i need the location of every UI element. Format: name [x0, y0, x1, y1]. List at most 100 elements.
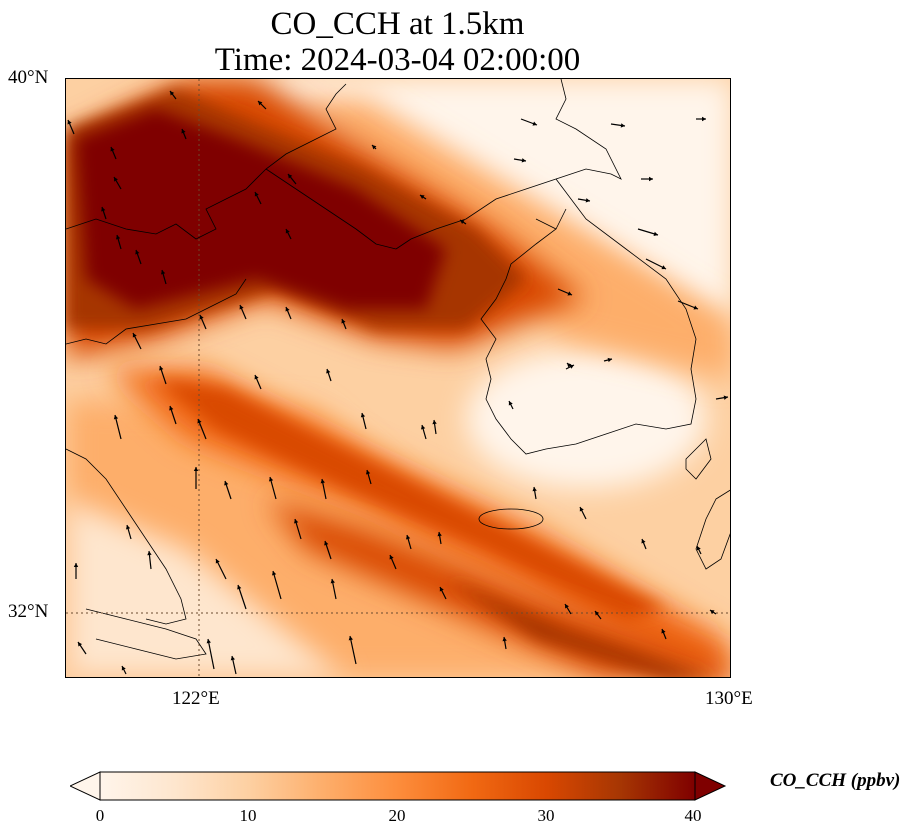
- wind-vector-head: [67, 120, 72, 125]
- wind-vector-head: [696, 546, 701, 551]
- wind-vector-head: [595, 611, 600, 616]
- wind-vector-head: [135, 250, 140, 255]
- wind-vector-head: [268, 477, 274, 482]
- colorbar-min-extend: [70, 771, 101, 801]
- wind-vector-head: [239, 305, 244, 310]
- wind-vector-head: [693, 305, 698, 310]
- wind-vector-head: [170, 91, 175, 96]
- wind-vector-head: [159, 366, 164, 371]
- wind-vector-head: [115, 235, 121, 240]
- wind-vector-head: [661, 265, 666, 270]
- wind-vector-head: [661, 629, 666, 634]
- coastline: [66, 79, 730, 660]
- concentration-map: [66, 79, 730, 677]
- wind-vector-head: [585, 198, 590, 203]
- wind-vector-head: [147, 551, 152, 556]
- wind-vector-head: [237, 585, 242, 590]
- wind-vector-head: [181, 129, 186, 134]
- map-panel: [65, 78, 731, 678]
- wind-vector-head: [365, 470, 371, 475]
- wind-vector-head: [641, 539, 646, 544]
- colorbar: [70, 771, 727, 801]
- wind-vector-head: [199, 315, 204, 320]
- wind-vector-head: [405, 535, 411, 540]
- wind-vector-head: [389, 555, 394, 560]
- wind-vector-head: [160, 270, 166, 275]
- wind-vector-shaft: [207, 638, 215, 670]
- wind-vector-head: [532, 487, 537, 492]
- wind-vector-head: [502, 637, 507, 642]
- wind-vector-head: [330, 579, 335, 584]
- wind-vector-head: [723, 395, 728, 400]
- wind-vector-head: [197, 419, 202, 424]
- colorbar-label: CO_CCH (ppbv): [770, 770, 901, 791]
- wind-vector-head: [532, 121, 537, 126]
- wind-vector-head: [326, 369, 331, 374]
- wind-vector-head: [294, 519, 299, 524]
- wind-vector-head: [110, 147, 115, 152]
- wind-vector-head: [348, 636, 353, 641]
- wind-vector-head: [224, 481, 229, 486]
- wind-vector-head: [420, 195, 425, 200]
- wind-vector-head: [169, 406, 174, 411]
- wind-vector-head: [132, 333, 137, 338]
- map-title: CO_CCH at 1.5km: [270, 6, 525, 42]
- wind-vector-head: [702, 116, 706, 122]
- wind-vector-head: [324, 541, 329, 546]
- lon-tick-122e: 122°E: [172, 688, 220, 709]
- lon-tick-130e: 130°E: [705, 688, 753, 709]
- colorbar-tick-0: 0: [95, 806, 105, 825]
- wind-vector-head: [285, 229, 290, 234]
- wind-vector-head: [432, 420, 437, 425]
- wind-vectors: [67, 90, 729, 675]
- wind-vector-head: [439, 587, 444, 592]
- colorbar-tick-10: 10: [239, 806, 257, 825]
- wind-vector-head: [460, 220, 465, 225]
- wind-vector-head: [653, 231, 658, 236]
- wind-vector-head: [420, 425, 426, 430]
- concentration-field: [66, 79, 730, 677]
- map-subtitle-time: Time: 2024-03-04 02:00:00: [214, 42, 581, 78]
- wind-vector-head: [565, 604, 569, 609]
- wind-vector-head: [567, 363, 572, 368]
- lat-tick-32n: 32°N: [8, 601, 49, 622]
- wind-vector-head: [372, 145, 377, 150]
- wind-vector-head: [78, 642, 83, 647]
- wind-vector-head: [360, 413, 366, 418]
- wind-vector-head: [125, 525, 131, 530]
- lat-tick-40n: 40°N: [8, 67, 49, 88]
- wind-vector-head: [508, 401, 513, 406]
- wind-vector-head: [101, 207, 106, 212]
- wind-vector-head: [579, 507, 584, 512]
- colorbar-tick-30: 30: [537, 806, 555, 825]
- wind-vector-head: [254, 192, 259, 197]
- wind-vector-head: [121, 666, 126, 671]
- wind-vector-head: [437, 532, 442, 537]
- wind-vector-head: [320, 479, 325, 484]
- wind-vector-head: [607, 357, 612, 363]
- wind-vector-head: [258, 101, 263, 106]
- wind-vector-shaft: [272, 570, 282, 600]
- wind-vector-head: [710, 610, 715, 615]
- wind-vector-head: [73, 563, 79, 567]
- colorbar-tick-20: 20: [388, 806, 406, 825]
- wind-vector-head: [341, 319, 346, 324]
- wind-vector-head: [215, 559, 220, 564]
- colorbar-tick-40: 40: [684, 806, 702, 825]
- wind-vector-head: [288, 174, 293, 179]
- wind-vector-shaft: [349, 635, 357, 665]
- wind-vector-head: [113, 415, 119, 420]
- colorbar-max-extend: [694, 771, 727, 801]
- gridlines: [66, 79, 730, 677]
- wind-vector-shaft: [114, 414, 122, 440]
- wind-vector-head: [649, 176, 653, 182]
- wind-vector-head: [193, 467, 199, 471]
- colorbar-gradient: [99, 771, 696, 801]
- wind-vector-head: [271, 571, 277, 576]
- wind-vector-head: [567, 291, 572, 296]
- wind-vector-head: [206, 639, 211, 644]
- wind-vector-head: [114, 177, 118, 182]
- wind-vector-head: [620, 123, 625, 128]
- wind-vector-head: [521, 158, 526, 163]
- wind-vector-head: [230, 656, 236, 661]
